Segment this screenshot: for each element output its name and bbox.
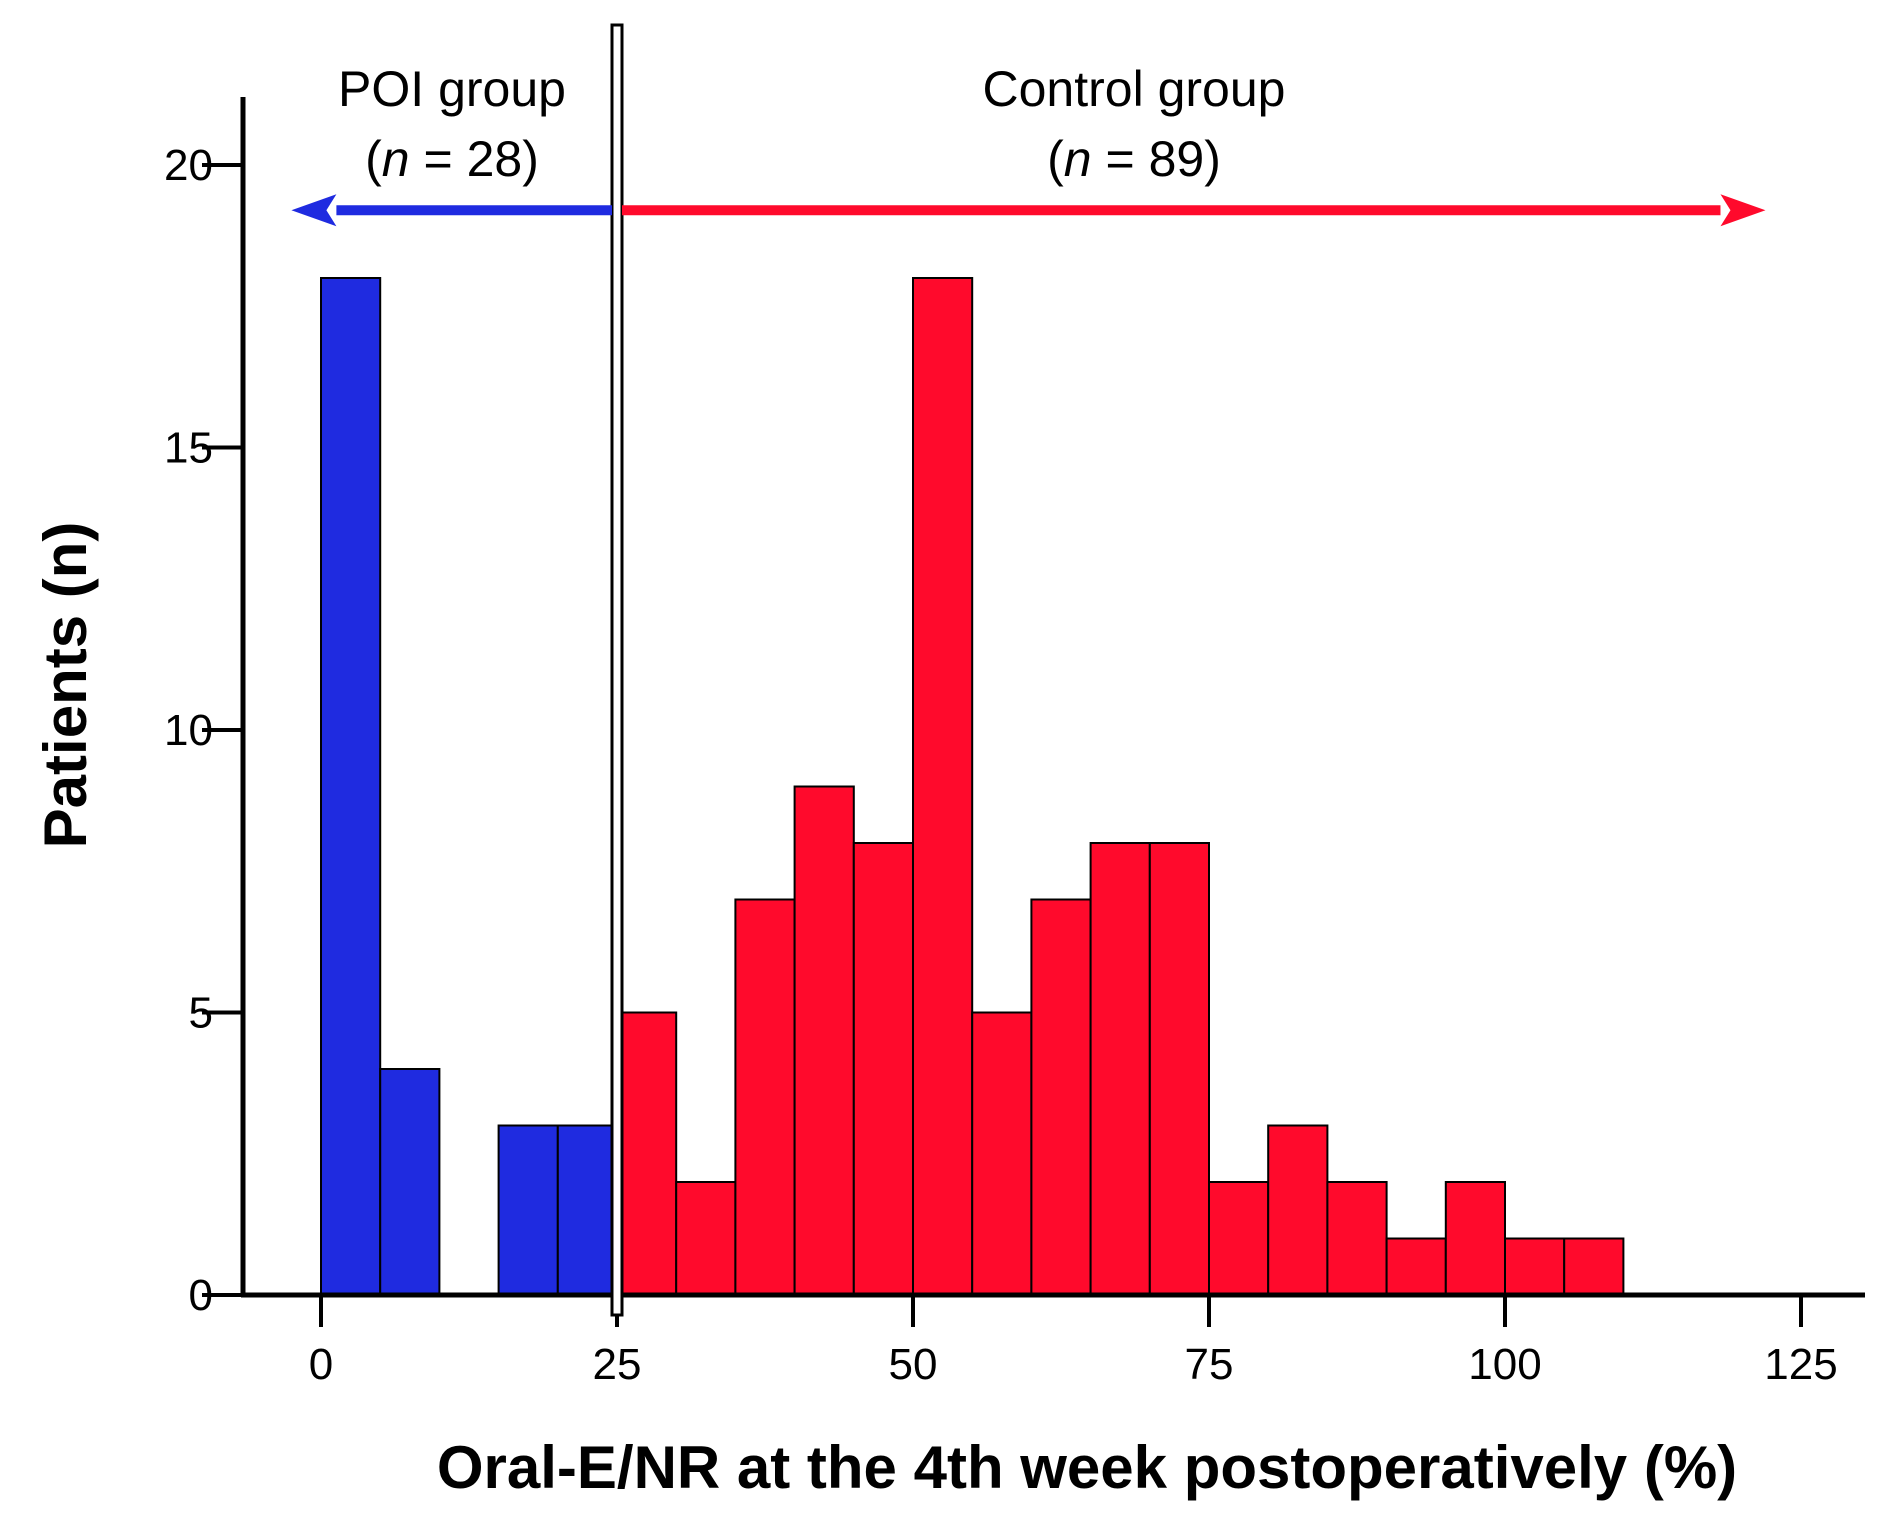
annotations-layer [291, 23, 1766, 1317]
x-tick-label-75: 75 [1185, 1340, 1234, 1389]
x-axis-title: Oral-E/NR at the 4th week postoperativel… [437, 1434, 1737, 1501]
control-bar-45 [852, 842, 914, 1296]
control-bar-105 [1563, 1237, 1625, 1296]
bars-layer [320, 277, 1625, 1296]
control-arrow-head [1720, 194, 1766, 227]
y-tick-label-5: 5 [189, 989, 213, 1038]
y-axis-title: Patients (n) [32, 522, 99, 849]
control-bar-85 [1326, 1181, 1388, 1296]
poi-count-n: n [382, 131, 410, 187]
control-bar-65 [1089, 842, 1151, 1296]
y-tick-label-10: 10 [164, 706, 213, 755]
x-tick-label-0: 0 [309, 1340, 333, 1389]
poi-bar-5 [379, 1068, 441, 1296]
control-bar-55 [971, 1011, 1033, 1296]
cutoff-divider [610, 23, 624, 1317]
control-count-open: ( [1047, 131, 1064, 187]
y-tick-label-15: 15 [164, 424, 213, 473]
control-bar-40 [793, 785, 855, 1296]
control-bar-35 [734, 898, 796, 1296]
control-bar-95 [1444, 1181, 1507, 1296]
control-bar-100 [1504, 1237, 1566, 1296]
control-group-count: (n = 89) [1047, 131, 1221, 187]
control-bar-30 [675, 1181, 737, 1296]
poi-group-title: POI group [338, 61, 566, 117]
control-bar-60 [1030, 898, 1092, 1296]
control-count-n: n [1064, 131, 1092, 187]
x-tick-label-125: 125 [1764, 1340, 1837, 1389]
x-tick-label-100: 100 [1468, 1340, 1541, 1389]
control-bar-50 [912, 277, 974, 1296]
poi-group-count: (n = 28) [365, 131, 539, 187]
control-bar-75 [1208, 1181, 1270, 1296]
x-tick-label-50: 50 [889, 1340, 938, 1389]
control-bar-25 [616, 1011, 678, 1296]
y-tick-label-0: 0 [189, 1271, 213, 1320]
axes-layer: 0 5 10 15 20 0 25 50 75 100 125 [164, 97, 1865, 1389]
poi-arrow-head [291, 194, 337, 227]
y-tick-label-20: 20 [164, 141, 213, 190]
poi-count-open: ( [365, 131, 382, 187]
control-count-value: = 89) [1092, 131, 1221, 187]
control-bar-80 [1267, 1124, 1329, 1296]
x-tick-label-25: 25 [593, 1340, 642, 1389]
control-bar-90 [1385, 1237, 1447, 1296]
control-bar-70 [1148, 842, 1211, 1296]
poi-bar-0 [320, 277, 382, 1296]
poi-bar-15 [497, 1124, 559, 1296]
control-group-title: Control group [983, 61, 1286, 117]
poi-bar-20 [556, 1124, 618, 1296]
poi-count-value: = 28) [410, 131, 539, 187]
